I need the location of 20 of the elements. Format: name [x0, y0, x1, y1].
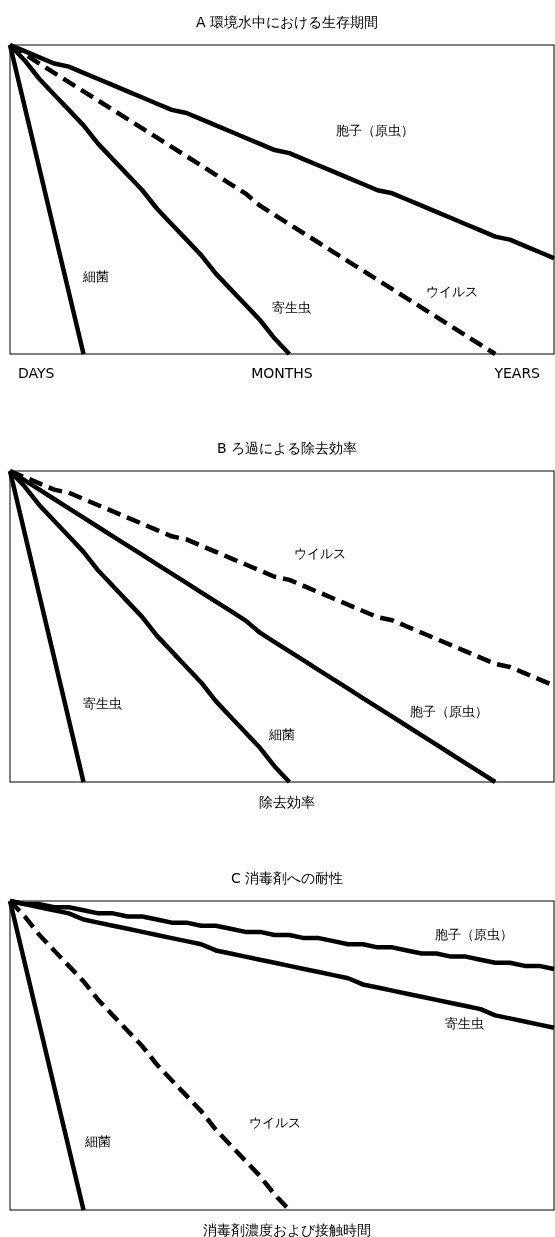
title: C 消毒剤への耐性: [230, 870, 344, 886]
series-label: 寄生虫: [83, 696, 123, 712]
series-label: 細菌: [269, 727, 296, 743]
annotation: MONTHS: [251, 365, 313, 381]
annotation: DAYS: [18, 365, 55, 381]
series-label: ウイルス: [249, 1115, 302, 1131]
series-label: 胞子（原虫）: [410, 703, 489, 719]
series-label: 胞子（原虫）: [336, 122, 415, 138]
series-label: 寄生虫: [272, 299, 312, 315]
xlabel: 除去効率: [259, 794, 315, 810]
series-label: 細菌: [83, 268, 110, 284]
title: B ろ過による除去効率: [216, 440, 358, 456]
xlabel: 消毒剤濃度および接触時間: [203, 1222, 371, 1237]
annotation: YEARS: [494, 365, 540, 381]
series-label: 細菌: [85, 1134, 112, 1149]
series-label: ウイルス: [426, 284, 479, 300]
title: A 環境水中における生存期間: [196, 14, 378, 30]
series-label: ウイルス: [294, 546, 346, 562]
series-label: 寄生虫: [445, 1016, 485, 1032]
series-label: 胞子（原虫）: [435, 927, 514, 943]
